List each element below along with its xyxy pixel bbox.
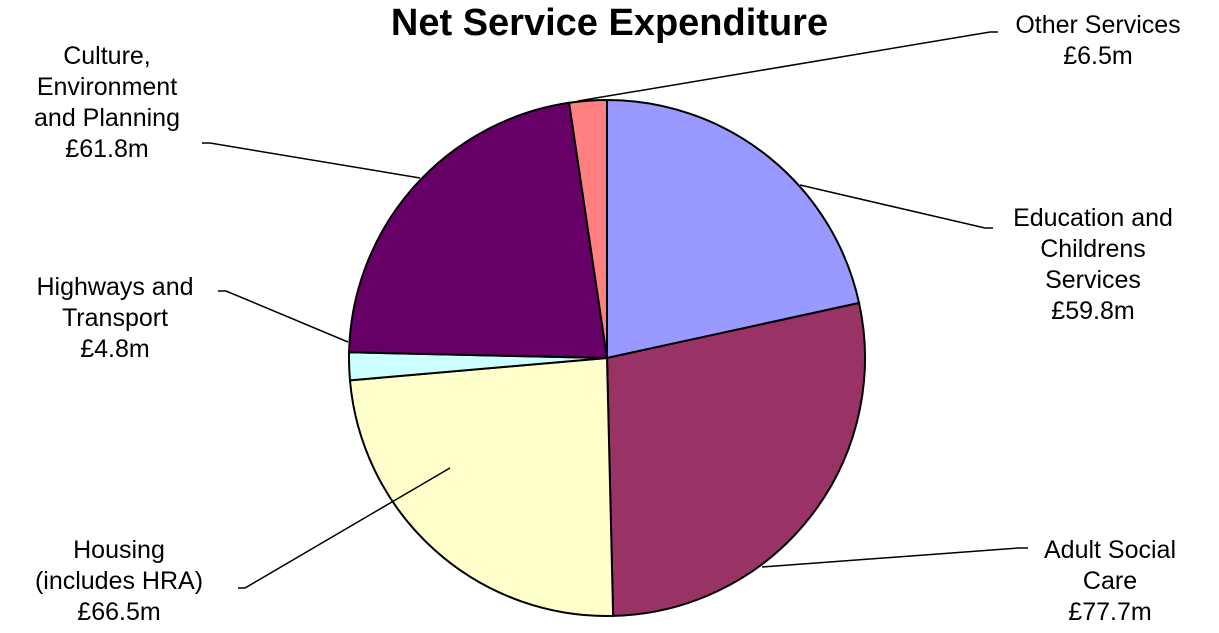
pie-slice-adult-social-care: [605, 301, 866, 617]
label-housing: Housing (includes HRA) £66.5m: [34, 536, 204, 626]
label-highways-transport: Highways and Transport £4.8m: [36, 273, 194, 363]
leader-line-highways-and-transport: [218, 290, 349, 343]
leader-line-housing-includes-hra: [238, 467, 451, 589]
leader-line-culture-environment-and-planning: [202, 142, 421, 179]
leader-line-other-services: [577, 31, 998, 102]
leader-line-adult-social-care: [761, 547, 1028, 568]
pie-slice-education-and-childrens-services: [606, 98, 861, 360]
pie-slice-culture-environment-and-planning: [348, 101, 609, 360]
chart-title: Net Service Expenditure: [390, 2, 829, 44]
label-adult-social-care: Adult Social Care £77.7m: [1043, 536, 1177, 626]
label-culture-environment-planning: Culture, Environment and Planning £61.8m: [34, 42, 180, 163]
pie-slice-housing-includes-hra: [348, 356, 615, 617]
label-education-childrens-services: Education and Childrens Services £59.8m: [1013, 204, 1173, 325]
leader-line-education-and-childrens-services: [799, 184, 993, 229]
label-other-services: Other Services £6.5m: [1015, 11, 1181, 70]
pie-slice-other-services: [567, 98, 608, 359]
